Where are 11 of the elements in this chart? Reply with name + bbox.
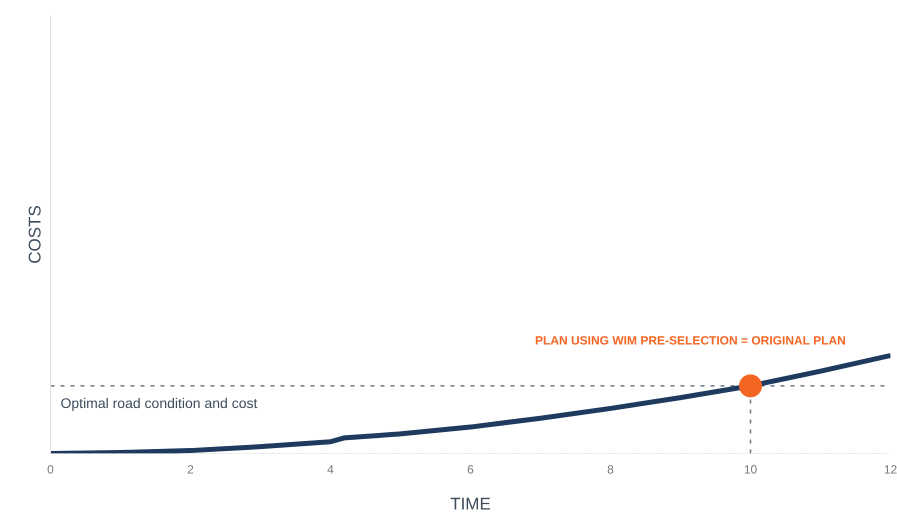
x-tick-label: 8 bbox=[607, 462, 614, 476]
text: COSTS bbox=[26, 205, 44, 264]
text: PLAN USING WIM PRE-SELECTION = ORIGINAL PLAN bbox=[534, 334, 846, 348]
x-tick-label: 0 bbox=[47, 462, 54, 476]
x-axis-title: TIME bbox=[450, 494, 491, 514]
x-tick-label: 10 bbox=[744, 462, 758, 476]
x-tick-label: 12 bbox=[884, 462, 897, 476]
ref-line-label: Optimal road condition and cost bbox=[60, 394, 258, 411]
x-tick-label: 2 bbox=[187, 462, 194, 476]
x-tick-label: 6 bbox=[467, 462, 474, 476]
x-tick-label: 4 bbox=[327, 462, 334, 476]
